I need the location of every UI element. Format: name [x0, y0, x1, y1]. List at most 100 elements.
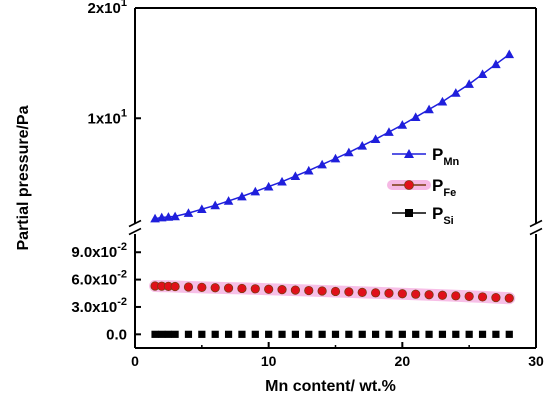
data-point-si: [385, 330, 393, 338]
y-tick-label-lower: 0.0: [106, 326, 127, 343]
data-point-si: [331, 330, 340, 338]
data-point-fe: [330, 286, 341, 297]
data-point-fe: [264, 284, 274, 294]
legend-marker-fe: [404, 180, 414, 190]
data-point-si: [151, 330, 159, 338]
data-point-fe: [451, 291, 461, 301]
data-point-mn: [477, 69, 488, 78]
data-point-fe: [210, 283, 220, 293]
x-tick-label: 20: [395, 353, 411, 369]
data-point-mn: [263, 181, 274, 191]
data-point-si: [224, 330, 233, 338]
axis-break-gap: [530, 223, 542, 234]
data-point-mn: [437, 96, 448, 106]
x-axis-title: Mn content/ wt.%: [265, 378, 396, 395]
data-point-mn: [183, 208, 194, 217]
data-point-fe: [357, 287, 367, 297]
data-point-si: [291, 330, 299, 338]
axis-break-mark: [128, 219, 142, 228]
legend-marker-mn: [404, 149, 414, 158]
data-point-si: [452, 330, 460, 338]
y-tick-label-upper: 2x101: [88, 0, 128, 17]
data-point-si: [398, 330, 406, 338]
legend-label: PSi: [432, 204, 454, 227]
legend-marker-si: [405, 209, 413, 217]
data-point-mn: [197, 204, 207, 214]
data-point-si: [211, 330, 219, 338]
axis-break-mark: [529, 227, 543, 236]
data-point-mn: [156, 212, 167, 222]
data-marks: [149, 49, 516, 338]
y-tick-label-lower: 3.0x10-2: [71, 296, 127, 316]
data-point-si: [158, 330, 166, 338]
data-point-mn: [451, 88, 461, 97]
data-point-mn: [163, 212, 174, 221]
data-point-si: [492, 330, 500, 338]
axis-break-gap: [129, 223, 141, 234]
data-point-mn: [223, 196, 234, 205]
data-point-si: [318, 330, 326, 338]
data-point-fe: [504, 293, 514, 303]
data-point-fe: [183, 282, 194, 292]
data-point-si: [164, 330, 173, 338]
data-point-si: [358, 330, 366, 338]
data-point-fe: [437, 290, 448, 300]
data-point-mn: [424, 104, 434, 114]
data-point-mn: [504, 49, 515, 59]
data-point-si: [238, 330, 246, 338]
data-point-mn: [290, 171, 301, 180]
data-point-fe: [277, 285, 287, 295]
y-tick-label-upper: 1x101: [88, 107, 128, 127]
data-point-mn: [397, 120, 408, 129]
axis-break-mark: [529, 219, 543, 228]
axis-break-mark: [128, 227, 142, 236]
data-point-si: [478, 330, 487, 338]
data-point-mn: [250, 186, 261, 196]
data-point-fe: [223, 283, 234, 293]
axes: 0 10 20 30 1x101 2x101 0.0 3.0x10-2 6.0x10-2 9.0x…: [15, 0, 544, 395]
data-point-mn: [464, 79, 474, 88]
data-point-mn: [384, 127, 394, 136]
data-point-fe: [344, 287, 354, 297]
data-point-si: [412, 330, 420, 338]
data-point-mn: [277, 176, 287, 186]
data-point-si: [278, 330, 286, 338]
data-point-si: [198, 330, 206, 338]
data-point-fe: [370, 288, 381, 298]
data-point-fe: [424, 290, 434, 300]
data-point-si: [171, 330, 179, 338]
data-point-si: [184, 330, 193, 338]
legend: PMn PFe PSi: [387, 145, 460, 227]
data-point-si: [372, 330, 380, 338]
data-point-mn: [150, 213, 160, 223]
data-point-si: [265, 330, 273, 338]
x-tick-label: 30: [528, 353, 544, 369]
data-point-fe: [477, 292, 488, 302]
data-point-mn: [491, 59, 501, 69]
data-point-fe: [464, 291, 474, 301]
data-point-si: [438, 330, 447, 338]
data-point-mn: [330, 153, 341, 163]
data-point-fe: [317, 286, 327, 296]
legend-label: PMn: [432, 145, 460, 168]
data-point-mn: [317, 159, 327, 169]
data-point-fe: [250, 284, 260, 294]
data-point-mn: [370, 134, 381, 144]
data-point-si: [305, 330, 313, 338]
data-point-fe: [197, 282, 207, 292]
y-tick-label-lower: 6.0x10-2: [71, 269, 127, 289]
data-point-fe: [170, 281, 180, 292]
data-point-si: [345, 330, 353, 338]
data-point-mn: [303, 165, 314, 175]
data-point-mn: [410, 112, 421, 121]
data-point-mn: [170, 211, 180, 221]
data-point-fe: [384, 288, 394, 298]
data-point-fe: [411, 289, 421, 299]
data-point-si: [425, 330, 433, 338]
data-point-mn: [237, 191, 247, 201]
data-point-fe: [304, 285, 314, 296]
data-point-mn: [344, 147, 354, 157]
data-point-si: [251, 330, 259, 338]
legend-label: PFe: [432, 176, 456, 199]
x-tick-label: 0: [131, 353, 139, 369]
